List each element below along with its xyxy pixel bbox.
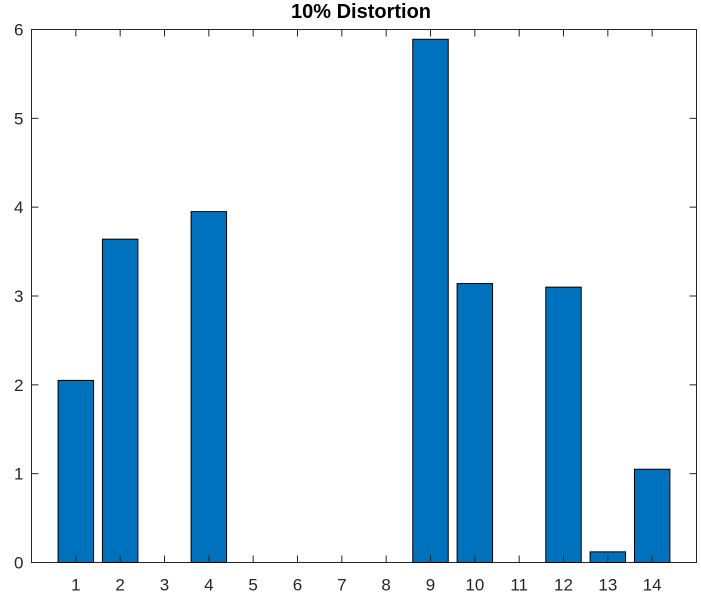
bars-group <box>57 38 671 564</box>
bar-12 <box>545 286 582 563</box>
x-tick-label: 4 <box>204 576 213 595</box>
chart-title: 10% Distortion <box>291 1 431 23</box>
x-tick-label: 13 <box>598 576 617 595</box>
x-tick-label: 11 <box>510 576 528 595</box>
x-tick-label: 2 <box>115 576 124 595</box>
x-tick-label: 10 <box>465 576 484 595</box>
bar-9 <box>412 38 449 563</box>
y-tick-label: 3 <box>14 287 23 306</box>
y-tick-label: 1 <box>14 465 23 484</box>
x-tick-label: 3 <box>160 576 169 595</box>
y-tick-label: 6 <box>14 21 23 40</box>
bar-10 <box>456 283 494 563</box>
y-axis: 0 1 2 3 4 5 6 <box>14 21 697 573</box>
y-tick-label: 2 <box>14 376 23 395</box>
x-axis: 1 2 3 4 5 6 7 8 9 10 11 12 13 14 <box>71 29 662 595</box>
x-tick-label: 1 <box>71 576 80 595</box>
y-tick-label: 0 <box>14 554 23 573</box>
x-tick-label: 14 <box>643 576 662 595</box>
x-tick-label: 9 <box>426 576 435 595</box>
x-tick-label: 5 <box>248 576 257 595</box>
x-tick-label: 8 <box>381 576 390 595</box>
x-tick-label: 7 <box>337 576 346 595</box>
x-tick-label: 12 <box>554 576 573 595</box>
bar-4 <box>190 211 228 564</box>
y-tick-label: 5 <box>14 109 23 128</box>
y-tick-label: 4 <box>14 198 23 217</box>
bar-1 <box>57 379 95 564</box>
bar-14 <box>633 468 671 564</box>
x-tick-label: 6 <box>293 576 302 595</box>
bar-2 <box>101 238 139 563</box>
